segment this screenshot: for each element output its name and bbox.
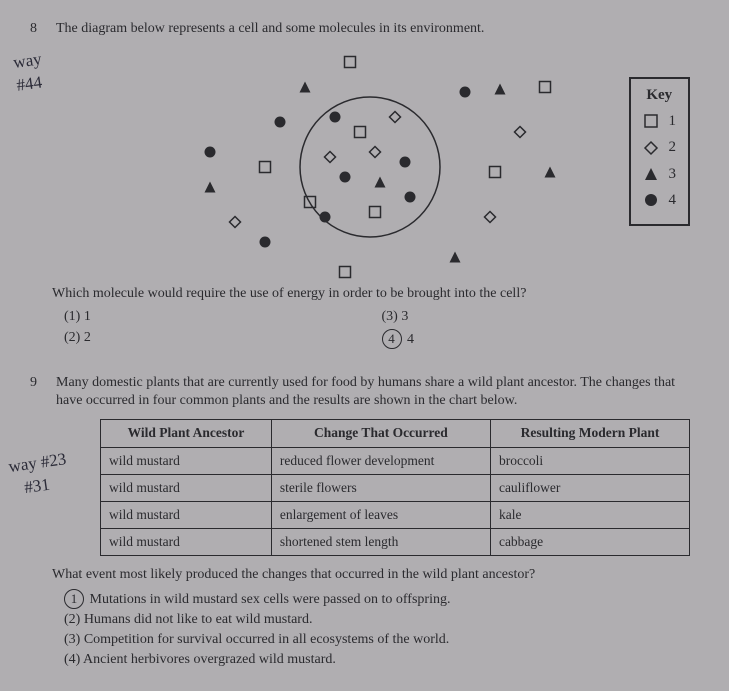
table-cell: shortened stem length (271, 529, 490, 556)
q9-choice-4: (4) Ancient herbivores overgrazed wild m… (64, 651, 699, 670)
q8-choices: (1) 1 (3) 3 (2) 2 4 4 (64, 308, 699, 352)
key-label: 2 (669, 137, 677, 157)
q8-choice-3: (3) 3 (382, 308, 700, 327)
q9-choices: 1 Mutations in wild mustard sex cells we… (64, 589, 699, 670)
cell-diagram-svg (150, 47, 580, 282)
table-cell: reduced flower development (271, 447, 490, 474)
table-cell: cauliflower (490, 474, 689, 501)
q8-diagram: Key 1 2 3 4 (150, 47, 690, 277)
key-row: 1 (643, 111, 677, 131)
q8-choice-1: (1) 1 (64, 308, 382, 327)
q9-prompt: Many domestic plants that are currently … (56, 374, 699, 412)
q9-choice-3: (3) Competition for survival occurred in… (64, 631, 699, 650)
table-row: wild mustardreduced flower developmentbr… (101, 447, 690, 474)
q9-choice-1-num: 1 (64, 589, 84, 609)
key-row: 3 (643, 164, 677, 184)
table-row: wild mustardsterile flowerscauliflower (101, 474, 690, 501)
handwritten-note-q8: way#44 (12, 48, 46, 97)
key-row: 4 (643, 190, 677, 210)
q9-prompt-row: 9 Many domestic plants that are currentl… (30, 374, 699, 412)
table-header: Change That Occurred (271, 420, 490, 447)
table-row: wild mustardenlargement of leaveskale (101, 502, 690, 529)
table-cell: wild mustard (101, 474, 272, 501)
q9-choice-1: 1 Mutations in wild mustard sex cells we… (64, 589, 699, 610)
table-cell: wild mustard (101, 529, 272, 556)
q8-choice-4-num: 4 (382, 329, 402, 349)
handwritten-note-q9: way #23 #31 (7, 448, 71, 502)
q8-prompt-row: 8 The diagram below represents a cell an… (30, 20, 699, 39)
q9-table: Wild Plant AncestorChange That OccurredR… (100, 419, 690, 556)
table-header: Wild Plant Ancestor (101, 420, 272, 447)
q8-question: Which molecule would require the use of … (52, 285, 699, 304)
table-cell: wild mustard (101, 502, 272, 529)
q8-choice-2: (2) 2 (64, 329, 382, 350)
key-row: 2 (643, 137, 677, 157)
key-title: Key (641, 85, 679, 105)
q9-question: What event most likely produced the chan… (52, 566, 699, 585)
table-cell: broccoli (490, 447, 689, 474)
q8-number: 8 (30, 20, 48, 39)
key-box: Key 1 2 3 4 (629, 77, 691, 226)
key-label: 4 (669, 190, 677, 210)
table-cell: kale (490, 502, 689, 529)
table-header: Resulting Modern Plant (490, 420, 689, 447)
q9-choice-2: (2) Humans did not like to eat wild must… (64, 611, 699, 630)
q8-choice-4: 4 4 (382, 329, 700, 350)
q9-number: 9 (30, 374, 48, 412)
table-cell: wild mustard (101, 447, 272, 474)
table-cell: enlargement of leaves (271, 502, 490, 529)
q9-choice-1-text: Mutations in wild mustard sex cells were… (90, 592, 451, 607)
key-label: 3 (669, 164, 677, 184)
table-cell: sterile flowers (271, 474, 490, 501)
key-label: 1 (669, 111, 677, 131)
table-cell: cabbage (490, 529, 689, 556)
q8-choice-4-label: 4 (407, 332, 414, 347)
table-row: wild mustardshortened stem lengthcabbage (101, 529, 690, 556)
q8-prompt: The diagram below represents a cell and … (56, 20, 484, 39)
